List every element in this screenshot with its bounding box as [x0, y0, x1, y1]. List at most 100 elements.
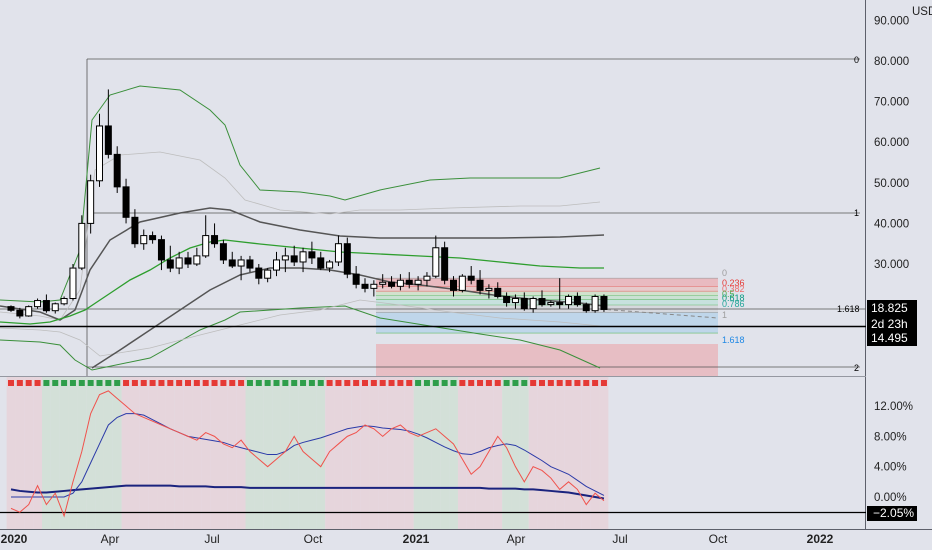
fib-zone	[376, 278, 718, 287]
signal-square	[87, 380, 94, 386]
candle-body	[140, 235, 148, 245]
candle-body	[228, 259, 236, 267]
signal-square	[52, 380, 59, 386]
candle-body	[388, 281, 396, 287]
osc-zone	[210, 377, 219, 529]
osc-zone	[192, 377, 202, 529]
osc-zone	[360, 377, 370, 529]
candle-body	[211, 235, 219, 245]
price-tick-label: 70.000	[874, 97, 909, 109]
osc-zone	[139, 377, 149, 529]
osc-zone	[263, 377, 273, 529]
osc-blue-line	[11, 413, 605, 498]
osc-zone	[440, 377, 450, 529]
signal-square	[123, 380, 130, 386]
signal-square	[379, 380, 386, 386]
candle-body	[458, 275, 466, 291]
signal-square	[477, 380, 484, 386]
osc-zone	[581, 377, 591, 529]
osc-zone	[130, 377, 140, 529]
signal-square	[415, 380, 422, 386]
price-tick-label: 80.000	[874, 56, 909, 68]
fib-label-0786: 0.786	[722, 299, 745, 309]
time-label: Apr	[507, 532, 526, 546]
osc-zone	[396, 377, 405, 529]
projection-line	[599, 308, 719, 319]
price-tick-label: 40.000	[874, 218, 909, 230]
candle-body	[246, 259, 254, 269]
osc-zone	[466, 377, 476, 529]
osc-zone	[227, 377, 237, 529]
price-axis-background[interactable]	[866, 0, 932, 530]
osc-zone	[387, 377, 396, 529]
osc-zone	[165, 377, 175, 529]
candle-body	[87, 180, 95, 224]
osc-zone	[316, 377, 326, 529]
candle-body	[78, 222, 86, 269]
signal-square	[131, 380, 138, 386]
osc-zone	[33, 377, 42, 529]
signal-square	[246, 380, 253, 386]
time-label: Oct	[304, 532, 323, 546]
signal-square	[69, 380, 76, 386]
manual-fib-lines[interactable]	[0, 58, 866, 376]
candle-body	[503, 295, 511, 304]
candle-body	[326, 261, 334, 269]
candle-body	[467, 275, 475, 281]
candle-body	[34, 300, 42, 308]
osc-zone	[369, 377, 379, 529]
signal-square	[78, 380, 85, 386]
outer-band-lower	[0, 305, 601, 371]
time-label: 2022	[807, 532, 834, 546]
osc-zone	[95, 377, 104, 529]
signal-square	[140, 380, 147, 386]
fib-zone	[376, 299, 718, 306]
signal-square	[512, 380, 519, 386]
osc-zone	[245, 377, 255, 529]
candle-body	[42, 300, 50, 312]
candle-body	[219, 243, 227, 261]
candle-body	[361, 283, 369, 289]
time-axis-labels[interactable]: 2020 Apr Jul Oct 2021 Apr Jul Oct 2022	[1, 532, 834, 546]
osc-zone	[219, 377, 228, 529]
osc-zone	[555, 377, 565, 529]
osc-zone	[42, 377, 51, 529]
fib-label-1: 1	[722, 310, 727, 320]
candlestick-series[interactable]	[7, 89, 608, 319]
candle-body	[547, 302, 555, 306]
signal-square	[441, 380, 448, 386]
osc-zone	[475, 377, 485, 529]
manual-label-mid: 1	[854, 208, 859, 218]
green-ma	[0, 239, 604, 325]
bar-countdown: 2d 23h	[871, 317, 908, 331]
manual-label-top: 0	[854, 55, 859, 65]
candle-body	[494, 287, 502, 297]
signal-square	[423, 380, 430, 386]
oscillator-zones	[6, 377, 609, 529]
osc-zone	[289, 377, 299, 529]
osc-zone	[484, 377, 494, 529]
signal-square	[193, 380, 200, 386]
signal-square	[468, 380, 475, 386]
candle-body	[565, 295, 573, 306]
candle-body	[60, 298, 68, 305]
candle-body	[423, 275, 431, 281]
price-tick-label: 90.000	[874, 15, 909, 27]
osc-zone	[24, 377, 34, 529]
signal-square	[326, 380, 333, 386]
signal-square	[16, 380, 23, 386]
osc-zone	[201, 377, 211, 529]
osc-tick-label: 0.00%	[874, 492, 907, 504]
candle-body	[255, 267, 263, 279]
candle-body	[25, 306, 33, 317]
osc-zone	[325, 377, 335, 529]
candle-body	[281, 255, 289, 261]
candle-body	[104, 125, 112, 155]
osc-zone	[272, 377, 281, 529]
last-price-tag	[867, 300, 917, 332]
osc-zone	[307, 377, 317, 529]
candle-body	[131, 216, 139, 245]
osc-zone	[546, 377, 556, 529]
fib-extension-zone	[376, 344, 718, 376]
